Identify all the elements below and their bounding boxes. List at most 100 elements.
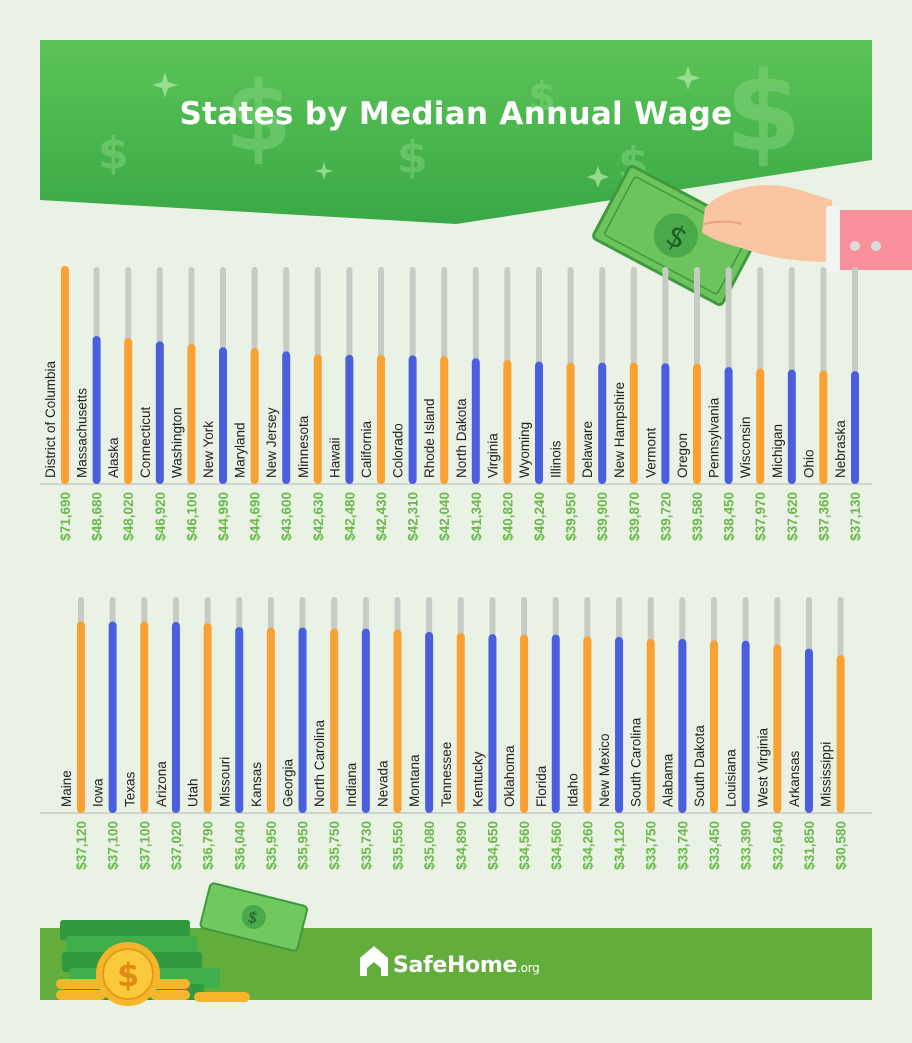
category-label: Hawaii <box>327 437 342 478</box>
category-label: Kentucky <box>470 751 485 807</box>
bar <box>471 358 480 484</box>
value-label: $33,740 <box>675 821 690 870</box>
bar <box>187 343 196 484</box>
bar <box>345 354 354 484</box>
bar <box>298 627 307 813</box>
category-label: Georgia <box>281 758 296 807</box>
value-label: $39,950 <box>564 492 579 541</box>
value-label: $43,600 <box>279 492 294 541</box>
bar <box>440 356 449 484</box>
category-label: Arizona <box>154 761 169 807</box>
category-label: Iowa <box>91 778 106 807</box>
category-label: Rhode Island <box>422 398 437 478</box>
category-label: South Carolina <box>629 717 644 807</box>
value-label: $42,630 <box>311 492 326 541</box>
bar <box>661 363 670 484</box>
bar <box>741 640 750 813</box>
category-label: Idaho <box>565 773 580 807</box>
dollar-sign-icon: $ <box>725 48 802 176</box>
bar <box>551 634 560 813</box>
category-label: Delaware <box>580 421 595 478</box>
sparkle-icon <box>152 72 178 98</box>
value-label: $34,120 <box>612 821 627 870</box>
value-label: $38,450 <box>722 492 737 541</box>
bar <box>219 347 227 484</box>
value-label: $30,580 <box>834 821 849 870</box>
bar <box>488 634 497 813</box>
bar <box>756 368 765 484</box>
dollar-sign-icon: $ <box>98 128 129 179</box>
brand-name: SafeHome <box>393 953 518 978</box>
bar <box>819 370 828 484</box>
value-label: $36,790 <box>201 821 216 870</box>
footer-banner: $ $ <box>40 882 872 1006</box>
value-label: $42,040 <box>437 492 452 541</box>
category-label: New Hampshire <box>612 382 627 478</box>
category-label: Pennsylvania <box>707 397 722 478</box>
bar <box>646 638 655 813</box>
category-label: Indiana <box>344 762 359 807</box>
value-label: $37,970 <box>753 492 768 541</box>
dollar-sign-icon: $ <box>528 74 556 120</box>
value-label: $46,920 <box>153 492 168 541</box>
bar <box>330 628 339 813</box>
category-label: Tennessee <box>439 742 454 807</box>
category-label: Louisiana <box>724 749 739 807</box>
category-label: Vermont <box>643 427 658 478</box>
category-label: Montana <box>407 754 422 807</box>
bar <box>503 359 512 484</box>
category-label: Utah <box>186 778 201 807</box>
bar <box>583 636 592 813</box>
category-label: Minnesota <box>296 415 311 478</box>
value-label: $44,990 <box>216 492 231 541</box>
value-label: $32,640 <box>770 821 785 870</box>
bar <box>851 371 859 484</box>
wage-chart-bottom: Maine$37,120Iowa$37,100Texas$37,100Arizo… <box>40 597 872 870</box>
value-label: $71,690 <box>58 492 73 541</box>
bar <box>108 621 117 813</box>
value-label: $31,850 <box>802 821 817 870</box>
brand-suffix: .org <box>517 961 540 975</box>
bar <box>250 348 259 484</box>
bar <box>710 640 718 813</box>
category-label: New Jersey <box>264 407 279 478</box>
sparkle-icon <box>587 166 609 188</box>
bar <box>425 631 434 813</box>
value-label: $37,120 <box>74 821 89 870</box>
category-label: Mississippi <box>819 742 834 807</box>
value-label: $37,020 <box>169 821 184 870</box>
bar <box>787 369 796 484</box>
category-label: New York <box>201 421 216 478</box>
value-label: $41,340 <box>469 492 484 541</box>
category-label: Wyoming <box>517 422 532 478</box>
value-label: $35,950 <box>264 821 279 870</box>
bar <box>393 629 402 813</box>
value-label: $48,680 <box>90 492 105 541</box>
value-label: $39,580 <box>690 492 705 541</box>
bar <box>678 638 687 813</box>
value-label: $35,750 <box>327 821 342 870</box>
dollar-sign-icon: $ <box>397 132 428 183</box>
category-label: Maine <box>59 770 74 807</box>
bar <box>77 621 85 813</box>
value-label: $37,100 <box>137 821 152 870</box>
category-label: Connecticut <box>138 406 153 478</box>
bar <box>361 628 370 813</box>
hand-with-money-illustration: $ <box>592 164 912 307</box>
bar <box>566 362 575 484</box>
bar <box>171 621 180 813</box>
value-label: $36,040 <box>232 821 247 870</box>
bar <box>377 354 385 484</box>
value-label: $39,900 <box>595 492 610 541</box>
category-label: New Mexico <box>597 733 612 807</box>
value-label: $44,690 <box>248 492 263 541</box>
category-label: South Dakota <box>692 725 707 807</box>
value-label: $34,560 <box>549 821 564 870</box>
bar <box>92 335 101 484</box>
value-label: $33,390 <box>739 821 754 870</box>
bar <box>773 644 782 813</box>
value-label: $34,650 <box>485 821 500 870</box>
bar <box>520 634 529 813</box>
svg-text:$: $ <box>246 907 260 928</box>
value-label: $33,750 <box>644 821 659 870</box>
